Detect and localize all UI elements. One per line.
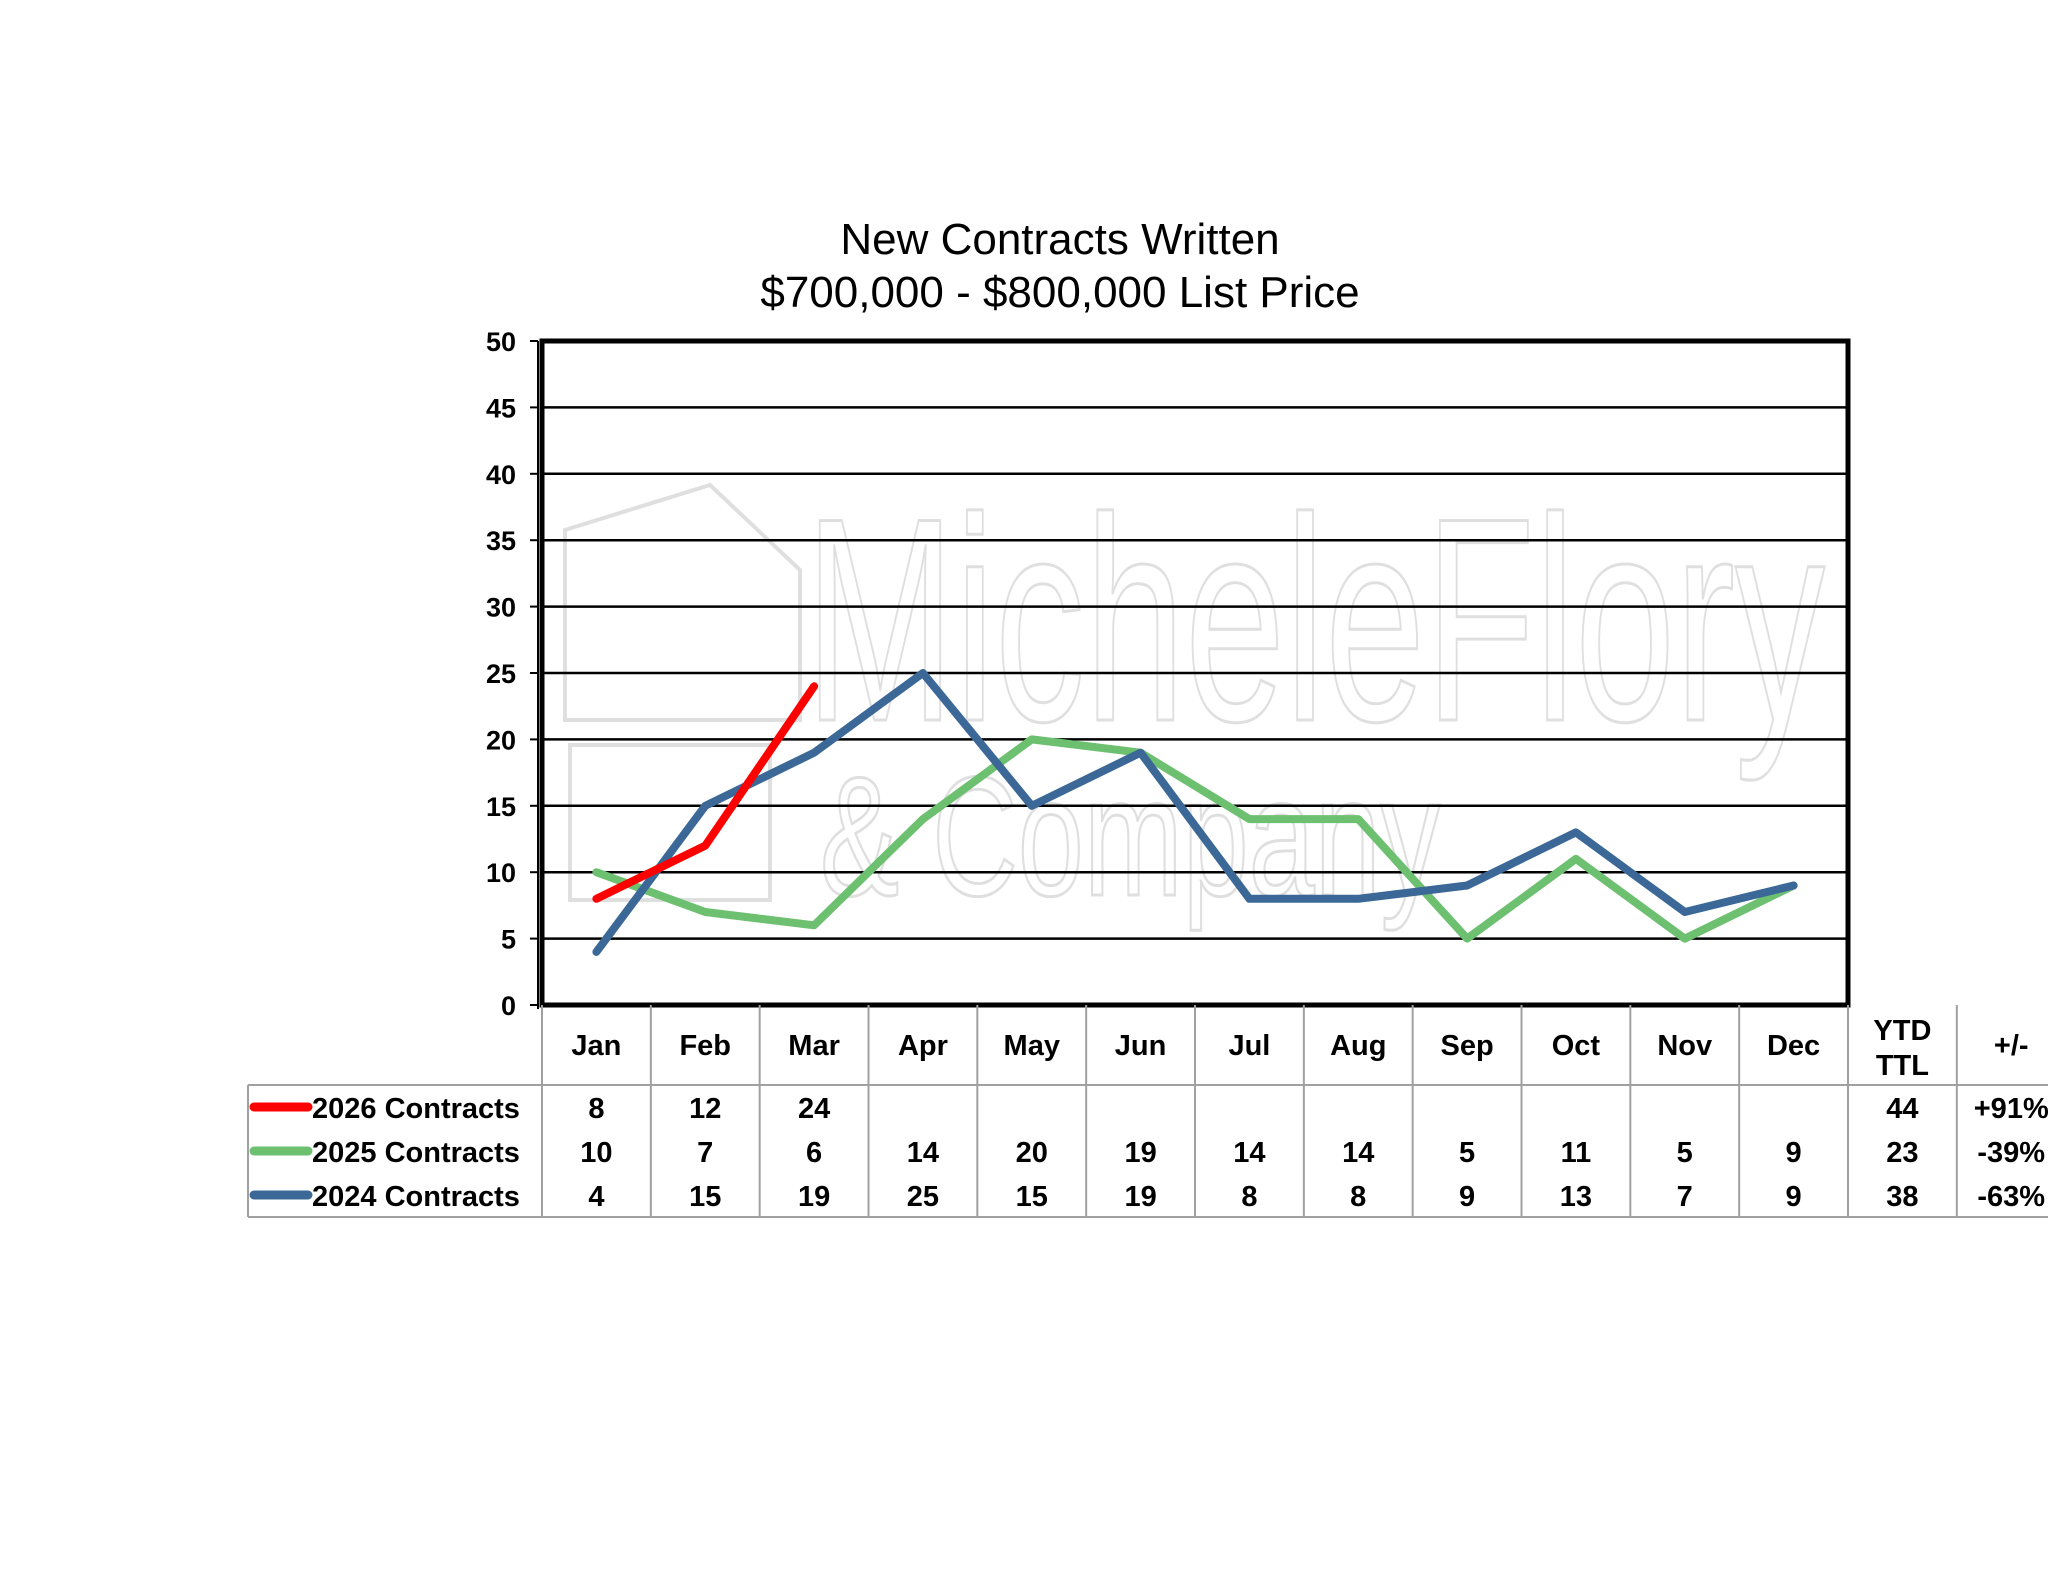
- y-tick-label: 40: [486, 460, 516, 490]
- watermark-line2: & Company: [820, 742, 1440, 932]
- y-tick-label: 45: [486, 393, 516, 423]
- table-cell: 8: [1241, 1181, 1257, 1213]
- y-axis: 0 5 10 15 20 25 30 35 40 45 50: [486, 327, 539, 1021]
- legend-label: 2026 Contracts: [312, 1093, 520, 1125]
- table-cell: 4: [588, 1181, 604, 1213]
- table-cell: 9: [1459, 1181, 1475, 1213]
- table-cell: 13: [1560, 1181, 1592, 1213]
- table-header-month: Apr: [898, 1030, 948, 1062]
- legend-label: 2025 Contracts: [312, 1137, 520, 1169]
- table-cell-ytd: 44: [1886, 1093, 1918, 1125]
- table-cell: 14: [907, 1137, 939, 1169]
- table-cell: 14: [1233, 1137, 1265, 1169]
- table-cell: 15: [1016, 1181, 1048, 1213]
- table-header-month: Nov: [1657, 1030, 1712, 1062]
- table-cell-change: +91%: [1974, 1093, 2048, 1125]
- table-cell: 10: [580, 1137, 612, 1169]
- chart-subtitle: $700,000 - $800,000 List Price: [760, 268, 1359, 317]
- table-cell: 25: [907, 1181, 939, 1213]
- series-lines: [592, 669, 1798, 956]
- table-cell-change: -39%: [1977, 1137, 2045, 1169]
- table-cell: 8: [1350, 1181, 1366, 1213]
- watermark-logo: MicheleFlory & Company: [563, 457, 1827, 934]
- table-cell-ytd: 38: [1886, 1181, 1918, 1213]
- table-header-month: May: [1004, 1030, 1060, 1062]
- table-header-month: Oct: [1552, 1030, 1601, 1062]
- table-cell: 5: [1459, 1137, 1475, 1169]
- y-tick-label: 35: [486, 526, 516, 556]
- table-header-ytd: YTD: [1873, 1015, 1931, 1047]
- table-cell: 14: [1342, 1137, 1374, 1169]
- table-header-month: Dec: [1767, 1030, 1820, 1062]
- table-header-month: Jun: [1115, 1030, 1167, 1062]
- legend-label: 2024 Contracts: [312, 1181, 520, 1213]
- table-header-change: +/-: [1994, 1030, 2029, 1062]
- y-tick-label: 0: [501, 991, 516, 1021]
- table-cell: 24: [798, 1093, 830, 1125]
- table-cell: 19: [798, 1181, 830, 1213]
- y-tick-label: 50: [486, 327, 516, 357]
- table-cell: 6: [806, 1137, 822, 1169]
- series-line-2026-contracts: [592, 682, 819, 903]
- gridlines: [542, 406, 1848, 940]
- table-cell: 15: [689, 1181, 721, 1213]
- table-cell: 9: [1786, 1181, 1802, 1213]
- table-cell: 5: [1677, 1137, 1693, 1169]
- table-header-month: Aug: [1330, 1030, 1386, 1062]
- series-line-2025-contracts: [592, 735, 1798, 943]
- series-line-2024-contracts: [592, 669, 1798, 956]
- table-cell-ytd: 23: [1886, 1137, 1918, 1169]
- table-cell: 7: [1677, 1181, 1693, 1213]
- table-cell: 19: [1124, 1181, 1156, 1213]
- y-tick-label: 30: [486, 593, 516, 623]
- table-header-month: Jul: [1228, 1030, 1270, 1062]
- table-cell: 20: [1016, 1137, 1048, 1169]
- table-header-month: Sep: [1440, 1030, 1493, 1062]
- y-tick-label: 20: [486, 725, 516, 755]
- table-cell: 11: [1561, 1137, 1592, 1169]
- table-cell-change: -63%: [1977, 1181, 2045, 1213]
- table-header-month: Mar: [788, 1030, 840, 1062]
- chart-title: New Contracts Written: [840, 215, 1279, 264]
- table-cell: 8: [588, 1093, 604, 1125]
- y-tick-label: 10: [486, 858, 516, 888]
- table-cell: 9: [1786, 1137, 1802, 1169]
- y-tick-label: 5: [501, 925, 516, 955]
- table-cell: 7: [697, 1137, 713, 1169]
- house-logo-shape: [563, 482, 802, 902]
- table-header-month: Jan: [571, 1030, 621, 1062]
- table-cell: 12: [689, 1093, 721, 1125]
- data-table: Jan Feb Mar Apr May Jun Jul Aug Sep Oct Nov Dec YTDT…: [247, 1005, 2048, 1218]
- y-tick-label: 15: [486, 792, 516, 822]
- watermark-line1: MicheleFlory: [805, 458, 1825, 783]
- table-header-month: Feb: [679, 1030, 731, 1062]
- table-cell: 19: [1124, 1137, 1156, 1169]
- y-tick-label: 25: [486, 659, 516, 689]
- table-header-ttl: TTL: [1876, 1050, 1929, 1082]
